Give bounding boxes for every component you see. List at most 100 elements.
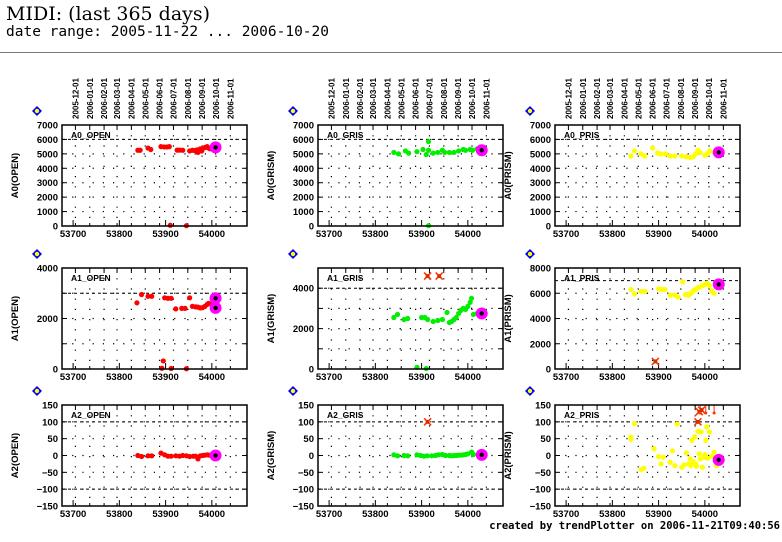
data-point (137, 147, 143, 153)
data-point (667, 292, 673, 298)
data-point (703, 437, 709, 443)
latest-point-center (716, 282, 721, 287)
x-tick-label: 53800 (106, 229, 132, 240)
y-axis-label: A0(GRISM) (266, 151, 277, 201)
diamond-icon-center (34, 388, 40, 394)
data-point (706, 283, 713, 289)
date-tick-label: 2005-12-01 (327, 78, 336, 119)
date-tick-label: 2006-09-01 (691, 78, 700, 119)
y-tick-label: 6000 (293, 135, 314, 146)
date-tick-label: 2006-05-01 (397, 78, 406, 119)
data-point (149, 453, 155, 459)
y-tick-label: 3000 (530, 178, 551, 189)
outlier-point (425, 419, 430, 424)
data-point (166, 144, 172, 150)
outlier-point (695, 419, 700, 424)
panel-label: A1_GRIS (327, 273, 364, 283)
latest-point-center (479, 452, 484, 458)
data-point (160, 358, 166, 364)
data-point (711, 449, 717, 455)
x-tick-label: 53700 (316, 229, 342, 240)
y-tick-label: 100 (535, 417, 551, 428)
y-tick-label: −50 (298, 468, 314, 479)
diamond-icon-center (290, 108, 296, 114)
x-tick-label: 53800 (362, 509, 388, 520)
date-tick-label: 2006-01-01 (342, 78, 351, 119)
y-tick-label: 0 (546, 365, 551, 376)
data-point (425, 147, 432, 153)
data-point (631, 148, 638, 154)
data-point (693, 463, 700, 469)
y-tick-label: 100 (298, 417, 314, 428)
date-tick-label: 2006-10-01 (468, 78, 477, 119)
date-tick-label: 2006-11-01 (226, 78, 235, 119)
date-tick-label: 2006-04-01 (620, 78, 629, 119)
data-point (711, 290, 717, 296)
data-point (705, 455, 711, 461)
data-point (696, 451, 702, 457)
date-tick-label: 2006-10-01 (212, 78, 221, 119)
x-tick-label: 54000 (692, 229, 718, 240)
latest-point-center (213, 453, 218, 458)
date-tick-label: 2006-05-01 (634, 78, 643, 119)
x-tick-label: 53900 (645, 509, 671, 520)
data-point (443, 452, 449, 459)
data-point (667, 459, 673, 465)
y-tick-label: 7000 (530, 121, 551, 132)
data-point (468, 295, 475, 301)
x-tick-label: 53800 (362, 229, 388, 240)
data-point (430, 318, 436, 325)
diamond-icon-center (290, 388, 296, 394)
date-tick-label: 2006-03-01 (606, 78, 615, 119)
plot-frame (61, 267, 248, 370)
y-tick-label: 2000 (293, 324, 314, 335)
data-point (145, 293, 151, 299)
y-tick-label: −150 (293, 502, 314, 513)
date-tick-label: 2006-04-01 (383, 78, 392, 119)
date-range: date range: 2005-11-22 ... 2006-10-20 (6, 24, 330, 40)
y-tick-label: 4000 (293, 284, 314, 295)
diamond-icon-center (527, 108, 533, 114)
y-axis-label: A0(OPEN) (10, 153, 21, 198)
panel-label: A1_OPEN (71, 273, 111, 283)
y-tick-label: 4000 (530, 164, 551, 175)
y-tick-label: 0 (53, 222, 58, 233)
x-tick-label: 53800 (362, 372, 388, 383)
x-tick-label: 54000 (692, 509, 718, 520)
x-tick-label: 54000 (455, 229, 481, 240)
data-point (681, 462, 687, 468)
x-tick-label: 53700 (316, 372, 342, 383)
y-tick-label: 2000 (293, 193, 314, 204)
data-point (134, 300, 140, 306)
y-tick-label: 0 (546, 222, 551, 233)
y-tick-label: 1000 (293, 207, 314, 218)
x-tick-label: 53700 (60, 229, 86, 240)
data-point (642, 288, 648, 294)
data-point (651, 446, 657, 452)
latest-point-center (479, 311, 484, 316)
x-tick-label: 53900 (645, 229, 671, 240)
y-tick-label: 50 (47, 434, 58, 445)
y-tick-label: 0 (309, 222, 314, 233)
data-point (187, 295, 193, 301)
plot-frame (61, 124, 248, 227)
y-tick-label: −100 (530, 485, 551, 496)
data-point (395, 151, 402, 157)
x-tick-label: 53900 (152, 372, 178, 383)
y-tick-label: 6000 (530, 289, 551, 300)
y-tick-label: 7000 (37, 121, 58, 132)
plot-frame (317, 404, 504, 507)
panel-a0-pris: 2005-12-01 2006-01-01 2006-02-01 2006-03-01… (503, 78, 741, 240)
y-tick-label: 2000 (37, 314, 58, 325)
date-tick-label: 2006-02-01 (593, 78, 602, 119)
data-point (704, 424, 710, 430)
data-point (446, 149, 452, 156)
latest-point-center (213, 145, 218, 150)
x-tick-label: 53800 (599, 229, 625, 240)
y-tick-label: 2000 (37, 193, 58, 204)
data-point (149, 293, 155, 299)
latest-point-center (479, 148, 484, 153)
date-tick-label: 2006-10-01 (705, 78, 714, 119)
y-tick-label: 6000 (37, 135, 58, 146)
